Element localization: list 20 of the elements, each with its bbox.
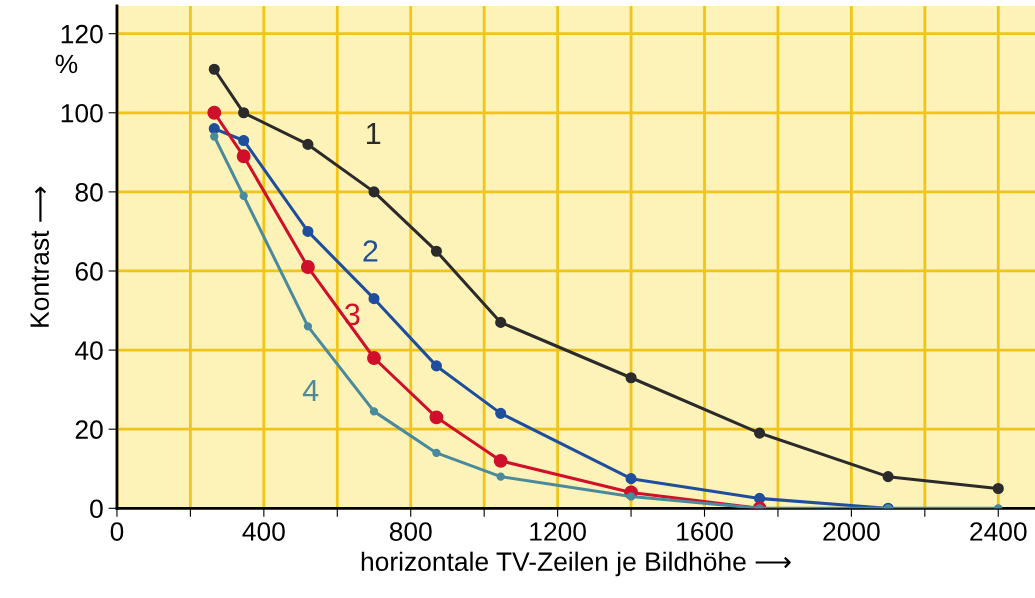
series-label: 2 <box>363 240 378 262</box>
y-tick-label: 100 <box>61 103 103 123</box>
text: % <box>55 54 78 74</box>
y-tick-label: 60 <box>75 262 103 281</box>
x-tick-label: 400 <box>242 522 285 541</box>
x-tick-label: 0 <box>110 522 124 541</box>
y-tick-label: 20 <box>75 420 103 440</box>
x-tick-label: 800 <box>389 522 432 541</box>
y-tick-label: 0 <box>90 499 103 519</box>
x-axis-title: horizontale TV-Zeilen je Bildhöhe ⟶ <box>361 551 791 577</box>
series-label: 4 <box>302 379 319 401</box>
y-tick-label: 120 <box>61 24 103 44</box>
y-axis-title: Kontrast ⟶ <box>30 186 49 327</box>
x-tick-label: 2400 <box>970 522 1027 541</box>
series-label: 1 <box>367 122 381 144</box>
x-tick-label: 1200 <box>530 522 586 541</box>
x-tick-label: 2000 <box>823 522 880 541</box>
y-tick-label: 40 <box>75 341 103 360</box>
x-tick-label: 1600 <box>677 522 733 541</box>
y-tick-label: 80 <box>75 183 103 202</box>
